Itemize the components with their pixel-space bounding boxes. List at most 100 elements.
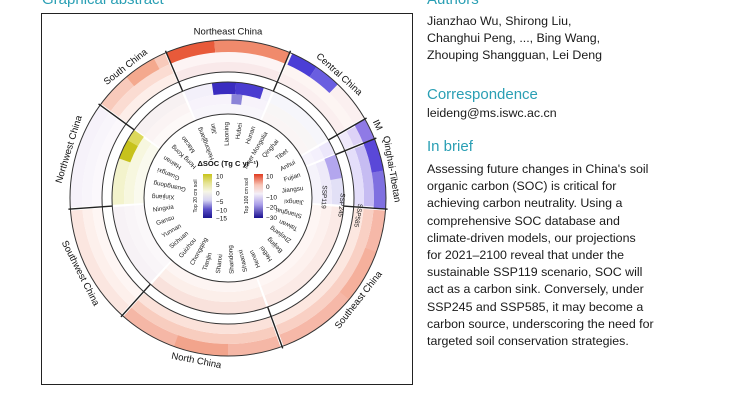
province-label: Tianjin (201, 251, 213, 271)
heatmap-cell (275, 208, 374, 335)
heatmap-cell (82, 113, 118, 207)
legend-bar-100cm (254, 174, 263, 218)
brief-line: SSP245 and SSP585, it may become a (427, 299, 644, 314)
author-line: Jianzhao Wu, Shirong Liu, (427, 14, 572, 28)
province-label: Taiwan (278, 217, 299, 232)
legend-label-20cm: Top 20 cm soil (193, 179, 199, 212)
heatmap-cell (363, 138, 384, 173)
brief-line: carbon source, underscoring the need for (427, 316, 654, 331)
heatmap-cell (261, 111, 309, 156)
in-brief-text: Assessing future changes in China's soil… (427, 161, 677, 350)
legend-tick-100cm: 10 (266, 174, 274, 181)
heatmap-cell (151, 276, 267, 314)
legend-tick-100cm: −10 (266, 194, 277, 201)
heatmap-cell (134, 143, 160, 204)
sector-divider (98, 103, 135, 131)
heatmap-cell (124, 137, 152, 205)
heatmap-cell (287, 53, 317, 77)
sector-divider (120, 283, 151, 318)
brief-line: achieving carbon neutrality. Using a (427, 196, 623, 211)
sector-divider (272, 50, 292, 92)
heatmap-cell (82, 208, 136, 306)
brief-line: for 2021–2100 reveal that under the (427, 248, 625, 263)
heatmap-cell (166, 40, 216, 64)
heatmap-cell (354, 144, 374, 207)
legend-tick-20cm: 10 (216, 174, 224, 181)
heatmap-cell (337, 131, 354, 150)
legend-tick-20cm: 0 (216, 191, 220, 198)
heatmap-cell (257, 204, 322, 286)
heatmap-cell (159, 268, 263, 302)
heatmap-cell (371, 170, 387, 210)
scenario-label: SSP119 (320, 185, 328, 209)
heatmap-cell (123, 307, 281, 356)
province-label: Fujian (283, 171, 302, 183)
legend-bar-20cm (203, 174, 212, 218)
province-label: Shanghai (275, 206, 303, 219)
brief-line: act as a carbon sink. Conversely, under (427, 282, 644, 297)
province-label: Gansu (155, 214, 175, 227)
ring-outline (101, 71, 355, 325)
sector-divider (343, 205, 388, 210)
province-label: Tibet (274, 148, 289, 162)
heatmap-cell (235, 82, 264, 100)
legend-tick-100cm: −30 (266, 215, 277, 222)
correspondence-email[interactable]: leideng@ms.iswc.ac.cn (427, 106, 557, 120)
heatmap-cell (309, 146, 325, 162)
heatmap-cell (231, 94, 243, 105)
heatmap-cell (92, 119, 126, 207)
province-label: Anhui (279, 159, 297, 173)
province-label: Guangdong (152, 179, 186, 193)
heatmap-cell (272, 208, 364, 326)
province-label: Hunan (244, 125, 257, 145)
heatmap-cell (131, 300, 277, 345)
ring-outline (69, 39, 387, 357)
ring-outline (143, 113, 313, 283)
region-label: IM (370, 118, 385, 132)
legend-label-100cm: Top 100 cm soil (244, 178, 250, 214)
heatmap-cell (70, 209, 130, 315)
authors-heading: Authors (427, 0, 479, 9)
heatmap-cell (269, 91, 328, 146)
in-brief-heading: In brief (427, 138, 473, 155)
graphical-abstract-heading: Graphical abstract (42, 0, 164, 9)
brief-line: organic carbon (SOC) is critical for (427, 179, 617, 194)
sector-divider (267, 306, 284, 349)
legend-title: ΔSOC (Tg C yr⁻¹) (197, 159, 259, 168)
heatmap-cell (112, 206, 158, 284)
heatmap-cell (261, 205, 332, 296)
legend-tick-100cm: 0 (266, 184, 270, 191)
heatmap-cell (165, 261, 260, 292)
heatmap-cell (126, 58, 160, 87)
heatmap-cell (92, 208, 143, 299)
heatmap-cell (188, 94, 268, 112)
heatmap-cell (315, 160, 333, 205)
heatmap-cell (134, 91, 187, 136)
province-label: Liaoning (223, 121, 230, 145)
heatmap-cell (70, 106, 109, 208)
heatmap-cell (110, 64, 174, 117)
legend-tick-20cm: −10 (216, 207, 227, 214)
province-label: Hubei (234, 122, 244, 139)
author-line: Zhouping Shangguan, Lei Deng (427, 48, 602, 63)
province-label: Xinjiang (151, 193, 174, 200)
heatmap-cell (173, 335, 228, 356)
heatmap-cell (309, 67, 338, 93)
sector-divider (328, 117, 367, 141)
heatmap-cell (124, 205, 165, 275)
legend-tick-20cm: −5 (216, 199, 224, 206)
scenario-label: SSP245 (336, 193, 346, 218)
heatmap-cell (354, 119, 375, 144)
brief-line: Assessing future changes in China's soil (427, 162, 649, 176)
brief-line: sustainable SSP119 scenario, SOC will (427, 265, 643, 280)
author-list: Jianzhao Wu, Shirong Liu, Changhui Peng,… (427, 13, 727, 65)
heatmap-cell (192, 104, 264, 121)
heatmap-cell (144, 102, 191, 142)
ring-outline (111, 81, 345, 315)
graphical-abstract-figure: Northeast China Central China IM Qinghai-Ti… (41, 13, 413, 385)
heatmap-cell (265, 102, 318, 151)
sector-divider (164, 50, 184, 92)
province-label: Jiangxi (284, 197, 304, 205)
province-label: Ningxia (152, 204, 174, 214)
brief-line: comprehensive SOC database and (427, 213, 620, 228)
